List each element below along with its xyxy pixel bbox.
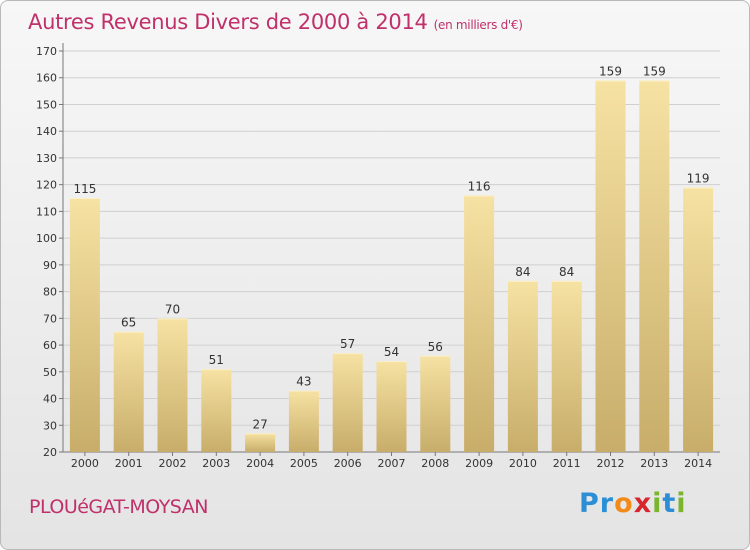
bar xyxy=(376,361,407,452)
bar xyxy=(551,280,582,452)
y-tick-label: 70 xyxy=(43,312,57,325)
chart-title-unit: (en milliers d'€) xyxy=(433,18,523,32)
chart-title-text: Autres Revenus Divers de 2000 à 2014 xyxy=(28,10,428,34)
bar xyxy=(332,353,363,452)
bar xyxy=(464,195,495,453)
x-tick-label: 2011 xyxy=(553,457,581,470)
bar xyxy=(288,390,319,452)
bar xyxy=(113,331,144,452)
logo-letter: x xyxy=(633,488,653,519)
data-label: 51 xyxy=(209,353,224,367)
y-tick-label: 170 xyxy=(36,45,57,58)
data-label: 119 xyxy=(687,171,710,185)
y-tick-label: 100 xyxy=(36,232,57,245)
data-label: 84 xyxy=(515,265,530,279)
data-label: 57 xyxy=(340,337,355,351)
y-tick-label: 50 xyxy=(43,366,57,379)
x-tick-label: 2012 xyxy=(597,457,625,470)
x-tick-label: 2007 xyxy=(378,457,406,470)
data-label: 54 xyxy=(384,345,399,359)
x-tick-label: 2010 xyxy=(509,457,537,470)
data-label: 116 xyxy=(468,179,491,193)
x-tick-label: 2002 xyxy=(159,457,187,470)
x-tick-label: 2005 xyxy=(290,457,318,470)
y-tick-label: 40 xyxy=(43,393,57,406)
y-tick-label: 130 xyxy=(36,152,57,165)
x-tick-label: 2006 xyxy=(334,457,362,470)
bar xyxy=(507,280,538,452)
logo-letter: t xyxy=(662,488,677,519)
x-tick-label: 2013 xyxy=(640,457,668,470)
x-tick-label: 2004 xyxy=(246,457,274,470)
proxiti-logo: Proxiti xyxy=(579,488,687,519)
data-label: 70 xyxy=(165,302,180,316)
x-tick-label: 2001 xyxy=(115,457,143,470)
data-label: 27 xyxy=(252,417,267,431)
logo-letter: i xyxy=(652,488,663,519)
logo-letter: o xyxy=(614,488,634,519)
chart-title: Autres Revenus Divers de 2000 à 2014 (en … xyxy=(28,10,523,34)
logo-letter: i xyxy=(676,488,687,519)
bar xyxy=(683,187,714,452)
x-tick-label: 2009 xyxy=(465,457,493,470)
logo-letter: r xyxy=(599,488,615,519)
bar xyxy=(420,355,451,452)
y-tick-label: 60 xyxy=(43,339,57,352)
data-label: 115 xyxy=(73,182,96,196)
y-tick-label: 90 xyxy=(43,259,57,272)
y-tick-label: 80 xyxy=(43,286,57,299)
place-name: PLOUéGAT-MOYSAN xyxy=(29,496,208,518)
bar xyxy=(157,318,188,452)
bar xyxy=(245,433,276,452)
data-label: 56 xyxy=(428,340,443,354)
x-tick-label: 2000 xyxy=(71,457,99,470)
y-tick-label: 160 xyxy=(36,72,57,85)
y-tick-label: 120 xyxy=(36,179,57,192)
y-tick-label: 20 xyxy=(43,446,57,459)
data-label: 65 xyxy=(121,316,136,330)
bar xyxy=(69,198,100,452)
x-tick-label: 2003 xyxy=(202,457,230,470)
data-label: 159 xyxy=(643,64,666,78)
bar xyxy=(201,369,232,452)
x-tick-label: 2014 xyxy=(684,457,712,470)
y-tick-label: 150 xyxy=(36,98,57,111)
x-tick-label: 2008 xyxy=(421,457,449,470)
data-label: 159 xyxy=(599,64,622,78)
logo-letter: P xyxy=(579,488,600,519)
bar xyxy=(639,80,670,452)
data-label: 43 xyxy=(296,375,311,389)
y-tick-label: 110 xyxy=(36,205,57,218)
data-label: 84 xyxy=(559,265,574,279)
y-tick-label: 30 xyxy=(43,419,57,432)
y-tick-label: 140 xyxy=(36,125,57,138)
bar xyxy=(595,80,626,452)
